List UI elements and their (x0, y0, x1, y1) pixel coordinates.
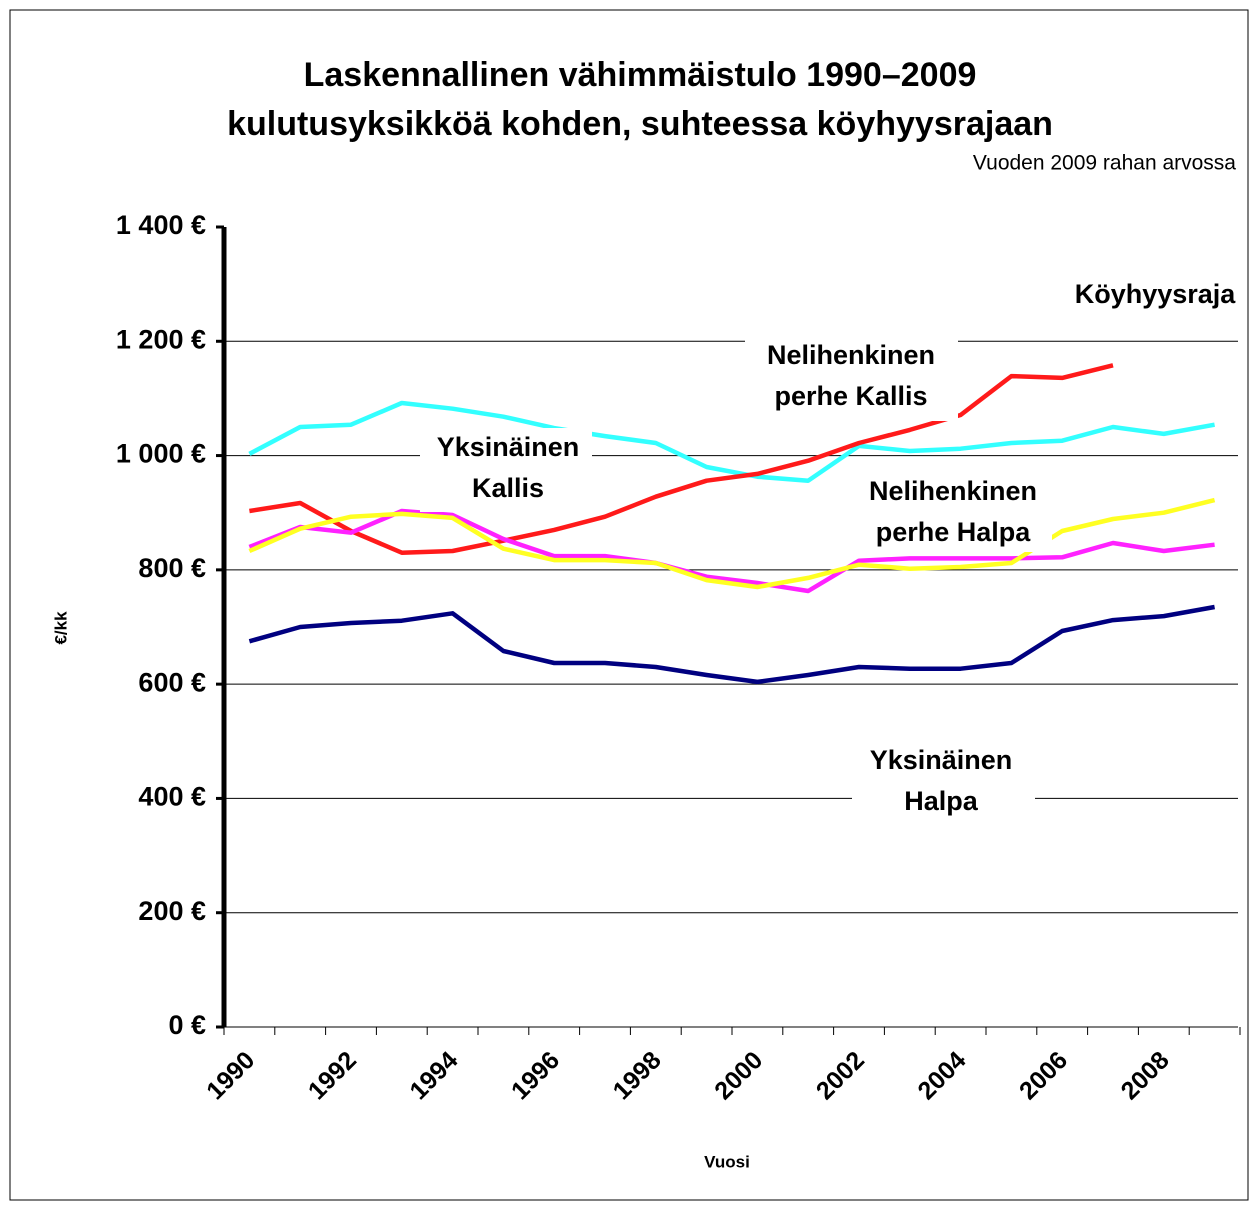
data-line (249, 363, 1114, 555)
chart-frame (9, 9, 1249, 1201)
annotation-box (852, 740, 1035, 822)
annotation: perhe Kallis (774, 381, 927, 411)
chart-title: kulutusyksikköä kohden, suhteessa köyhyy… (227, 105, 1053, 143)
annotation: perhe Halpa (876, 517, 1032, 547)
y-tick-label: 200 € (138, 896, 206, 926)
y-tick-label: 800 € (138, 553, 206, 583)
x-axis-label: Vuosi (704, 1152, 750, 1171)
annotation: Halpa (904, 786, 979, 816)
annotation: Nelihenkinen (767, 340, 935, 370)
data-line (248, 508, 1215, 594)
annotation-box (745, 333, 958, 421)
annotation-box (852, 472, 1052, 552)
annotation: Nelihenkinen (869, 476, 1037, 506)
y-axis-label: €/kk (51, 611, 70, 645)
y-tick-label: 600 € (138, 667, 206, 697)
annotation: Kallis (472, 473, 544, 503)
chart-subtitle: Vuoden 2009 rahan arvossa (973, 152, 1236, 175)
annotation: Yksinäinen (870, 745, 1013, 775)
y-tick-label: 1 400 € (116, 210, 206, 240)
annotation-box (420, 428, 592, 512)
annotation: Köyhyysraja (1075, 279, 1237, 309)
chart-title: Laskennallinen vähimmäistulo 1990–2009 (304, 56, 977, 94)
y-tick-label: 0 € (168, 1010, 206, 1040)
data-line (248, 497, 1216, 590)
data-line (248, 400, 1216, 483)
annotation: Yksinäinen (437, 432, 580, 462)
y-tick-label: 1 200 € (116, 324, 206, 354)
y-tick-label: 400 € (138, 782, 206, 812)
y-tick-label: 1 000 € (116, 439, 206, 469)
data-line (248, 604, 1215, 685)
